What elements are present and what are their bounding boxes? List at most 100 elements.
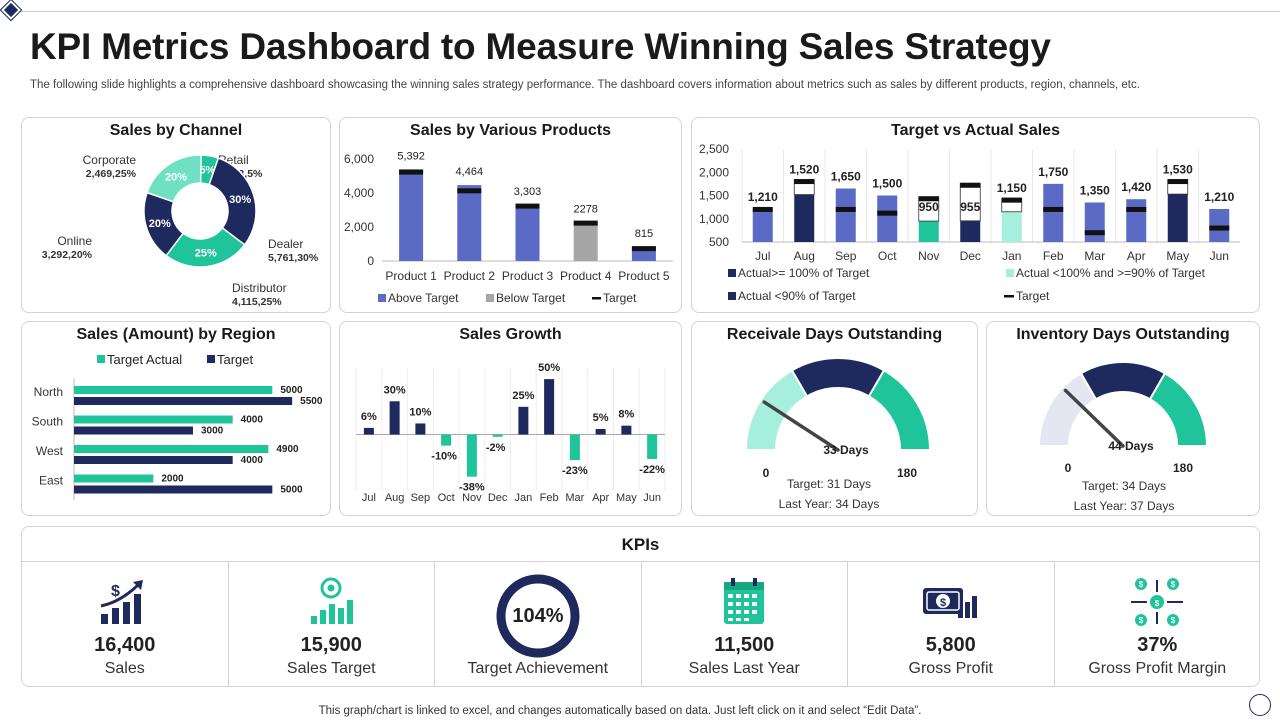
legend-90-100-label: Actual <100% and >=90% of Target <box>1016 266 1206 280</box>
slice-pct-label: 30% <box>229 194 251 206</box>
kpi-value: 16,400 <box>94 634 156 656</box>
y-tick-label: 2,500 <box>699 142 729 156</box>
slice-pct-label: 25% <box>195 248 217 260</box>
growth-bar <box>466 434 477 477</box>
ta-target-marker <box>1084 230 1105 236</box>
product-value-label: 4,464 <box>456 166 484 178</box>
ta-target-marker <box>1126 206 1147 212</box>
kpi-value: 37% <box>1137 634 1178 656</box>
slice-pct-label: 5% <box>199 165 215 177</box>
y-tick-label: 6,000 <box>344 152 374 166</box>
gauge-lastyear-label: Last Year: 37 Days <box>1074 499 1175 513</box>
slice-name-label: Distributor <box>232 281 287 295</box>
ta-bar <box>794 194 815 242</box>
gauge-band <box>1148 371 1209 447</box>
ta-target-marker <box>752 206 773 212</box>
region-bar <box>74 445 269 453</box>
ta-value-label: 1,500 <box>872 177 902 191</box>
ta-value-label: 1,210 <box>748 190 778 204</box>
ta-value-label: 1,650 <box>831 170 861 184</box>
x-tick-label: Jan <box>515 492 533 504</box>
panel-sales-by-products: Sales by Various Products 0 2,000 4,000 6,0… <box>339 117 682 313</box>
target-actual-bar-chart: 500 1,000 1,500 2,000 2,500 1,210 Jul 1,520 Aug 1… <box>699 142 1240 303</box>
ta-target-marker <box>1043 206 1064 212</box>
product-target-marker <box>457 188 482 194</box>
money-flow-icon: $ $ $ $ $ <box>1131 578 1184 626</box>
slice-value-label: 5,761,30% <box>268 252 319 264</box>
x-tick-label: Apr <box>592 492 609 504</box>
kpi-value: 11,500 <box>714 634 775 656</box>
page-subtitle: The following slide highlights a compreh… <box>30 79 1140 91</box>
panel-sales-by-region: Sales (Amount) by Region Target Actual Ta… <box>21 321 331 516</box>
legend-target-swatch <box>1004 295 1014 298</box>
region-label: South <box>32 415 63 429</box>
growth-value-label: 25% <box>512 390 534 402</box>
region-label: North <box>34 385 63 399</box>
product-value-label: 5,392 <box>397 150 425 162</box>
legend-above-swatch <box>378 294 386 302</box>
panel-inventory-days: Inventory Days Outstanding 44 Days 0 180 Ta… <box>986 321 1260 516</box>
x-tick-label: Jan <box>1002 249 1021 263</box>
kpi-value: 15,900 <box>300 634 362 656</box>
slice-value-label: 3,292,20% <box>42 249 93 261</box>
panel-sales-by-channel: Sales by Channel 5%Retail8,323,5%30%Deal… <box>21 117 331 313</box>
x-tick-label: Dec <box>960 249 981 263</box>
region-label: West <box>36 444 64 458</box>
legend-target-label: Target <box>603 291 637 305</box>
kpi-card-gross-profit: $ 5,800 Gross Profit <box>848 562 1055 686</box>
kpi-card-sales-last-year: 11,500 Sales Last Year <box>642 562 848 686</box>
rdo-gauge-chart: 33 Days 0 180 Target: 31 Days Last Year: 34 … <box>744 357 932 511</box>
x-tick-label: May <box>616 492 637 504</box>
ta-value-label: 1,420 <box>1121 180 1151 194</box>
x-tick-label: Aug <box>794 249 815 263</box>
slice-pct-label: 20% <box>165 172 187 184</box>
growth-value-label: -23% <box>562 465 588 477</box>
kpi-value: 5,800 <box>925 634 976 656</box>
panel-kpis: KPIs $ 16,400 Sales <box>21 526 1260 687</box>
region-bar <box>74 386 273 394</box>
ta-bar <box>1167 194 1188 242</box>
region-bar <box>74 456 233 464</box>
x-tick-label: Dec <box>488 492 508 504</box>
legend-lt90-label: Actual <90% of Target <box>738 289 856 303</box>
ta-target-marker <box>1209 225 1230 231</box>
ta-bar <box>1084 202 1105 242</box>
slice-value-label: 4,115,25% <box>232 296 282 308</box>
kpi-label: Sales Target <box>286 660 376 677</box>
gauge-value-label: 33 Days <box>823 443 869 457</box>
svg-text:$: $ <box>1171 616 1176 625</box>
gauge-band <box>867 368 932 451</box>
slice-name-label: Corporate <box>83 153 137 167</box>
product-bar <box>457 185 482 261</box>
y-tick-label: 4,000 <box>344 186 374 200</box>
y-tick-label: 0 <box>367 254 374 268</box>
sales-growth-icon: $ <box>100 580 143 624</box>
ring-icon: 104% <box>496 574 580 658</box>
ta-value-label: 1,350 <box>1080 183 1110 197</box>
kpi-label: Gross Profit <box>908 660 993 677</box>
region-value-label: 5000 <box>280 485 303 496</box>
y-tick-label: 2,000 <box>344 220 374 234</box>
region-value-label: 4000 <box>241 455 264 466</box>
svg-text:$: $ <box>111 583 120 600</box>
region-value-label: 4000 <box>241 415 264 426</box>
ta-target-marker <box>794 179 815 185</box>
slice-value-label: 2,469,25% <box>86 168 137 180</box>
x-tick-label: Oct <box>878 249 897 263</box>
kpi-label: Sales Last Year <box>688 660 800 677</box>
ta-bar <box>1209 208 1230 242</box>
x-tick-label: Product 5 <box>618 269 670 283</box>
x-tick-label: Sep <box>411 492 431 504</box>
x-tick-label: Product 2 <box>444 269 496 283</box>
y-tick-label: 1,000 <box>699 212 729 226</box>
growth-bar <box>569 434 580 461</box>
growth-bar <box>415 423 426 435</box>
product-target-marker <box>399 169 424 175</box>
gauge-max-label: 180 <box>1173 461 1193 475</box>
legend-target-swatch <box>592 297 601 300</box>
ta-bar <box>835 188 856 242</box>
region-bar <box>74 415 233 424</box>
panel-title: Target vs Actual Sales <box>891 122 1060 139</box>
donut-slice-distributor <box>165 226 246 268</box>
top-rule <box>14 11 1280 12</box>
